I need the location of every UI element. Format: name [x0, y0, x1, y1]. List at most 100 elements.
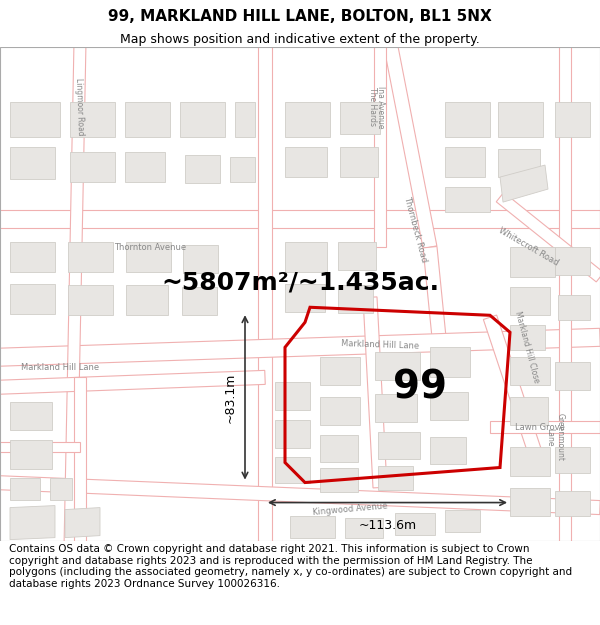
Polygon shape [275, 382, 310, 411]
Text: Kingwood Avenue: Kingwood Avenue [312, 502, 388, 518]
Polygon shape [0, 210, 600, 228]
Polygon shape [285, 102, 330, 137]
Polygon shape [445, 187, 490, 212]
Polygon shape [126, 285, 168, 315]
Text: Markland Hill Lane: Markland Hill Lane [21, 363, 99, 372]
Polygon shape [0, 442, 80, 452]
Polygon shape [490, 421, 600, 434]
Text: ~83.1m: ~83.1m [224, 372, 237, 423]
Polygon shape [258, 42, 272, 548]
Polygon shape [559, 42, 571, 548]
Polygon shape [558, 295, 590, 320]
Polygon shape [430, 438, 466, 464]
Polygon shape [496, 192, 600, 282]
Polygon shape [510, 325, 545, 351]
Polygon shape [70, 102, 115, 137]
Polygon shape [395, 512, 435, 534]
Polygon shape [500, 165, 548, 202]
Polygon shape [180, 102, 225, 137]
Polygon shape [320, 436, 358, 461]
Polygon shape [445, 102, 490, 137]
Polygon shape [68, 242, 113, 272]
Polygon shape [285, 242, 327, 272]
Polygon shape [338, 285, 373, 313]
Polygon shape [10, 441, 52, 469]
Polygon shape [378, 466, 413, 489]
Polygon shape [10, 147, 55, 179]
Polygon shape [0, 476, 600, 514]
Polygon shape [10, 402, 52, 431]
Polygon shape [430, 392, 468, 421]
Polygon shape [423, 246, 447, 348]
Polygon shape [510, 288, 550, 315]
Polygon shape [275, 421, 310, 449]
Polygon shape [320, 398, 360, 426]
Polygon shape [68, 285, 113, 315]
Text: The Hards: The Hards [368, 88, 377, 126]
Polygon shape [345, 518, 383, 538]
Text: Markland Hill Lane: Markland Hill Lane [341, 339, 419, 351]
Polygon shape [320, 468, 358, 491]
Polygon shape [10, 478, 40, 499]
Polygon shape [555, 102, 590, 137]
Text: Lingmoor Road: Lingmoor Road [74, 78, 86, 136]
Text: ~5807m²/~1.435ac.: ~5807m²/~1.435ac. [161, 270, 439, 294]
Polygon shape [285, 284, 325, 312]
Polygon shape [375, 352, 420, 381]
Polygon shape [10, 506, 55, 539]
Text: Map shows position and indicative extent of the property.: Map shows position and indicative extent… [120, 32, 480, 46]
Polygon shape [64, 297, 81, 548]
Polygon shape [378, 432, 420, 459]
Polygon shape [555, 491, 590, 516]
Polygon shape [320, 357, 360, 386]
Polygon shape [510, 247, 555, 278]
Polygon shape [10, 284, 55, 314]
Polygon shape [70, 152, 115, 182]
Text: 99, MARKLAND HILL LANE, BOLTON, BL1 5NX: 99, MARKLAND HILL LANE, BOLTON, BL1 5NX [108, 9, 492, 24]
Polygon shape [10, 102, 60, 137]
Polygon shape [126, 242, 171, 272]
Text: ~113.6m: ~113.6m [358, 519, 416, 532]
Polygon shape [498, 102, 543, 137]
Polygon shape [445, 509, 480, 532]
Polygon shape [285, 147, 327, 177]
Polygon shape [510, 488, 550, 516]
Polygon shape [290, 516, 335, 538]
Text: Lawn Grove: Lawn Grove [515, 423, 565, 432]
Text: Markland Hill Close: Markland Hill Close [513, 311, 541, 384]
Text: Whitecroft Road: Whitecroft Road [497, 226, 560, 268]
Polygon shape [498, 149, 540, 177]
Polygon shape [0, 328, 600, 366]
Polygon shape [0, 371, 265, 394]
Polygon shape [50, 478, 72, 499]
Polygon shape [430, 348, 470, 378]
Polygon shape [125, 102, 170, 137]
Polygon shape [10, 242, 55, 272]
Text: Thornbeck Road: Thornbeck Road [402, 195, 428, 263]
Polygon shape [338, 242, 376, 270]
Polygon shape [275, 458, 310, 482]
Polygon shape [230, 157, 255, 182]
Text: Greenmount
Lane: Greenmount Lane [545, 414, 565, 461]
Polygon shape [65, 508, 100, 538]
Polygon shape [510, 357, 550, 386]
Polygon shape [235, 102, 255, 137]
Polygon shape [375, 394, 417, 422]
Polygon shape [185, 155, 220, 183]
Polygon shape [340, 147, 378, 177]
Polygon shape [74, 378, 86, 548]
Polygon shape [484, 315, 547, 470]
Polygon shape [510, 398, 548, 426]
Polygon shape [445, 147, 485, 177]
Polygon shape [555, 362, 590, 391]
Polygon shape [383, 41, 437, 249]
Text: Ina Avenue: Ina Avenue [376, 86, 385, 128]
Polygon shape [555, 448, 590, 472]
Polygon shape [125, 152, 165, 182]
Polygon shape [374, 42, 386, 247]
Text: Contains OS data © Crown copyright and database right 2021. This information is : Contains OS data © Crown copyright and d… [9, 544, 572, 589]
Polygon shape [183, 245, 218, 273]
Polygon shape [555, 247, 590, 275]
Polygon shape [69, 42, 86, 298]
Polygon shape [363, 297, 387, 488]
